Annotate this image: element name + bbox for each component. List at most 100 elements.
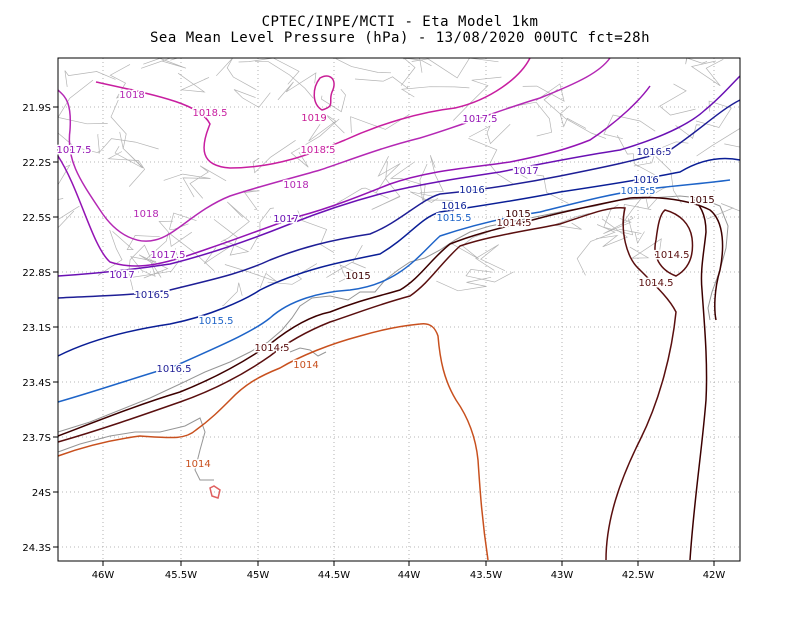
municipal-boundary bbox=[163, 173, 211, 198]
lon-tick-label: 43.5W bbox=[470, 570, 502, 581]
lon-tick-label: 43W bbox=[551, 570, 574, 581]
municipal-boundary bbox=[321, 88, 346, 113]
municipal-boundary bbox=[114, 146, 144, 169]
municipal-boundary bbox=[97, 229, 123, 276]
contour-label: 1017.5 bbox=[151, 250, 186, 261]
contour-label: 1014 bbox=[185, 459, 210, 470]
municipal-boundary bbox=[450, 230, 491, 260]
municipal-boundary bbox=[145, 220, 174, 261]
municipal-boundary bbox=[216, 57, 257, 91]
municipal-boundary bbox=[400, 57, 432, 86]
contour-label: 1016 bbox=[441, 201, 466, 212]
lat-lon-grid bbox=[58, 58, 740, 561]
lon-tick-label: 44.5W bbox=[318, 570, 350, 581]
lat-tick-label: 22.8S bbox=[22, 268, 51, 279]
municipal-boundary bbox=[112, 231, 160, 250]
municipal-boundary bbox=[233, 89, 271, 108]
contour-label: 1015 bbox=[345, 271, 370, 282]
contour-label: 1019 bbox=[301, 113, 326, 124]
contour-label: 1015 bbox=[689, 195, 714, 206]
lat-tick-label: 21.9S bbox=[22, 103, 51, 114]
contour-label: 1016.5 bbox=[135, 290, 170, 301]
municipal-boundary bbox=[189, 165, 227, 199]
municipal-boundary bbox=[57, 164, 71, 201]
municipal-boundary bbox=[410, 191, 439, 204]
municipal-boundary bbox=[468, 137, 514, 185]
municipal-boundary bbox=[130, 256, 157, 277]
municipal-boundary bbox=[616, 135, 660, 178]
isobar-1016 bbox=[57, 157, 741, 357]
lon-tick-label: 42W bbox=[703, 570, 726, 581]
municipal-boundary bbox=[138, 254, 169, 279]
contour-label: 1015.5 bbox=[437, 213, 472, 224]
municipal-boundary bbox=[107, 151, 146, 187]
contour-label: 1016 bbox=[459, 185, 484, 196]
municipal-boundary bbox=[559, 105, 587, 129]
municipal-boundary bbox=[354, 76, 408, 89]
isobar-contours bbox=[57, 57, 741, 561]
isobar-1015 bbox=[57, 196, 724, 437]
contour-label: 1015.5 bbox=[621, 186, 656, 197]
contour-label: 1017.5 bbox=[57, 145, 92, 156]
municipal-boundary bbox=[169, 212, 197, 231]
municipal-boundary bbox=[252, 140, 296, 174]
isobar-1017-5 bbox=[57, 85, 651, 267]
municipal-boundary bbox=[371, 161, 401, 210]
municipal-boundary bbox=[213, 219, 250, 256]
municipal-boundary bbox=[685, 57, 708, 65]
isobar-1015-east bbox=[689, 195, 708, 561]
lon-tick-label: 45W bbox=[247, 570, 270, 581]
municipal-boundary bbox=[690, 58, 724, 87]
lat-tick-label: 23.7S bbox=[22, 433, 51, 444]
municipal-boundaries bbox=[57, 57, 741, 306]
municipal-boundary bbox=[436, 276, 492, 292]
isobar-1016-5 bbox=[57, 99, 741, 299]
contour-label: 1014 bbox=[293, 360, 318, 371]
municipal-boundary bbox=[465, 269, 514, 283]
lon-tick-label: 44W bbox=[398, 570, 421, 581]
municipal-boundary bbox=[629, 238, 662, 259]
lon-tick-label: 45.5W bbox=[165, 570, 197, 581]
isobar-1015-5 bbox=[57, 179, 731, 403]
isobar-1014 bbox=[57, 322, 489, 561]
isobar-1017 bbox=[57, 75, 741, 277]
municipal-boundary bbox=[254, 60, 314, 99]
municipal-boundary bbox=[336, 187, 389, 204]
municipal-boundary bbox=[168, 231, 215, 272]
municipal-boundary bbox=[475, 244, 506, 272]
municipal-boundary bbox=[543, 88, 607, 139]
contour-labels: 1018 1018.5 1019 1018.5 1017.5 1017.5 1018 1018… bbox=[55, 89, 716, 472]
municipal-boundary bbox=[338, 264, 369, 283]
isobar-1014-5 bbox=[57, 206, 677, 561]
contour-label: 1016.5 bbox=[157, 364, 192, 375]
municipal-boundary bbox=[242, 190, 260, 211]
contour-label: 1014.5 bbox=[655, 250, 690, 261]
contour-label: 1018 bbox=[119, 90, 144, 101]
municipal-boundary bbox=[603, 114, 656, 140]
isobar-1014-5-inner bbox=[654, 209, 694, 277]
municipal-boundary bbox=[57, 79, 108, 125]
municipal-boundary bbox=[595, 218, 628, 248]
municipal-boundary bbox=[389, 162, 426, 205]
municipal-boundary bbox=[576, 224, 616, 276]
municipal-boundary bbox=[696, 127, 741, 157]
municipal-boundary bbox=[109, 64, 132, 99]
municipal-boundary bbox=[375, 156, 401, 194]
municipal-boundary bbox=[507, 101, 552, 137]
municipal-boundary bbox=[250, 207, 274, 250]
municipal-boundary bbox=[297, 210, 335, 253]
municipal-boundary bbox=[419, 155, 444, 194]
municipal-boundary bbox=[659, 83, 696, 116]
lat-tick-label: 23.1S bbox=[22, 323, 51, 334]
contour-label: 1014.5 bbox=[639, 278, 674, 289]
municipal-boundary bbox=[290, 118, 340, 168]
contour-label: 1015 bbox=[505, 209, 530, 220]
contour-label: 1014.5 bbox=[497, 218, 532, 229]
contour-label: 1018 bbox=[133, 209, 158, 220]
municipal-boundary bbox=[400, 86, 470, 98]
municipal-boundary bbox=[453, 76, 502, 121]
contour-label: 1014.5 bbox=[255, 343, 290, 354]
municipal-boundary bbox=[603, 215, 634, 235]
lat-tick-label: 24.3S bbox=[22, 543, 51, 554]
